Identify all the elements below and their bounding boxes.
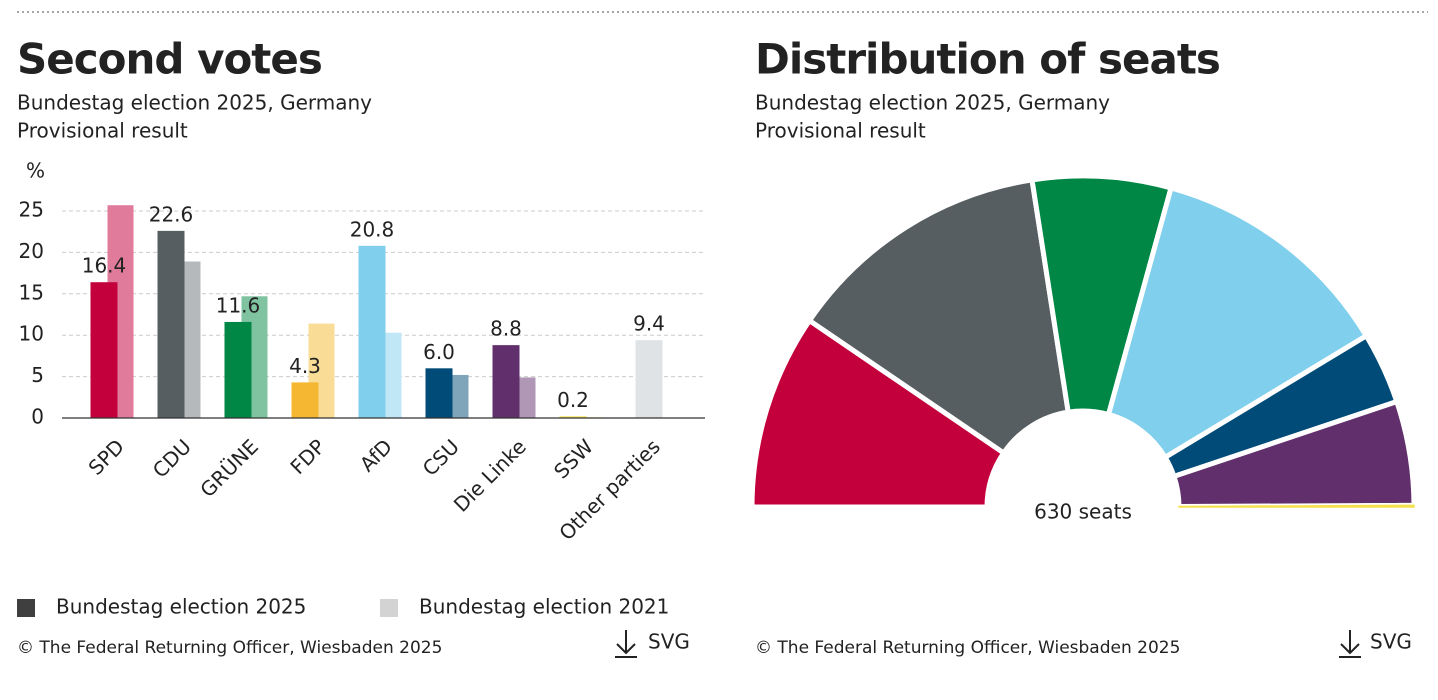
value-label: 20.8	[350, 217, 395, 241]
y-tick-label: 25	[19, 198, 44, 222]
seat-segment	[1105, 184, 1370, 461]
chart-title: Second votes	[17, 35, 322, 84]
source: © The Federal Returning Officer, Wiesbad…	[17, 638, 442, 658]
legend-label: Bundestag election 2025	[56, 595, 306, 619]
value-label: 4.3	[289, 354, 321, 378]
y-tick-label: 15	[19, 280, 44, 304]
x-tick-label: SSW	[549, 434, 598, 483]
source: © The Federal Returning Officer, Wiesbad…	[755, 638, 1180, 658]
subtitle: Provisional result	[17, 119, 188, 143]
x-tick-label: AfD	[355, 434, 397, 476]
bar	[291, 382, 319, 418]
y-tick-label: 5	[31, 363, 44, 387]
download-icon	[615, 630, 637, 658]
y-tick-label: 0	[31, 405, 44, 429]
download-icon	[1339, 630, 1361, 658]
bar	[635, 340, 663, 418]
download-button[interactable]: SVG	[1339, 630, 1412, 658]
value-label: 0.2	[557, 388, 589, 412]
x-tick-label: CSU	[418, 434, 464, 480]
value-label: 6.0	[423, 340, 455, 364]
x-tick-label: GRÜNE	[195, 434, 263, 502]
value-label: 9.4	[633, 312, 665, 336]
seat-segment	[1029, 173, 1175, 418]
value-label: 22.6	[149, 202, 194, 226]
x-tick-label: SPD	[84, 434, 129, 479]
value-label: 8.8	[490, 317, 522, 341]
bar	[559, 416, 587, 418]
legend-swatch	[380, 599, 398, 617]
legend-swatch	[17, 599, 35, 617]
download-label[interactable]: SVG	[1370, 630, 1412, 654]
bar	[358, 245, 386, 418]
x-tick-label: CDU	[148, 434, 196, 482]
bar	[425, 368, 453, 418]
bar	[90, 282, 118, 418]
total-label: 630 seats	[1034, 500, 1132, 524]
download-button[interactable]: SVG	[615, 630, 690, 658]
subtitle: Bundestag election 2025, Germany	[17, 91, 372, 115]
y-axis-label: %	[26, 159, 45, 183]
value-label: 11.6	[216, 293, 261, 317]
value-label: 16.4	[82, 254, 127, 278]
subtitle: Provisional result	[755, 119, 926, 143]
download-label[interactable]: SVG	[648, 630, 690, 654]
y-tick-label: 20	[19, 239, 44, 263]
seat-segment	[806, 177, 1072, 457]
bar	[492, 345, 520, 418]
y-tick-label: 10	[19, 322, 44, 346]
bar	[157, 230, 185, 418]
seat-segment	[1178, 504, 1415, 508]
x-tick-label: Die Linke	[449, 434, 531, 516]
seat-segment	[749, 317, 1008, 510]
bar	[224, 321, 252, 418]
chart-title: Distribution of seats	[755, 35, 1220, 84]
legend-label: Bundestag election 2021	[419, 595, 669, 619]
subtitle: Bundestag election 2025, Germany	[755, 91, 1110, 115]
x-tick-label: FDP	[285, 434, 330, 479]
